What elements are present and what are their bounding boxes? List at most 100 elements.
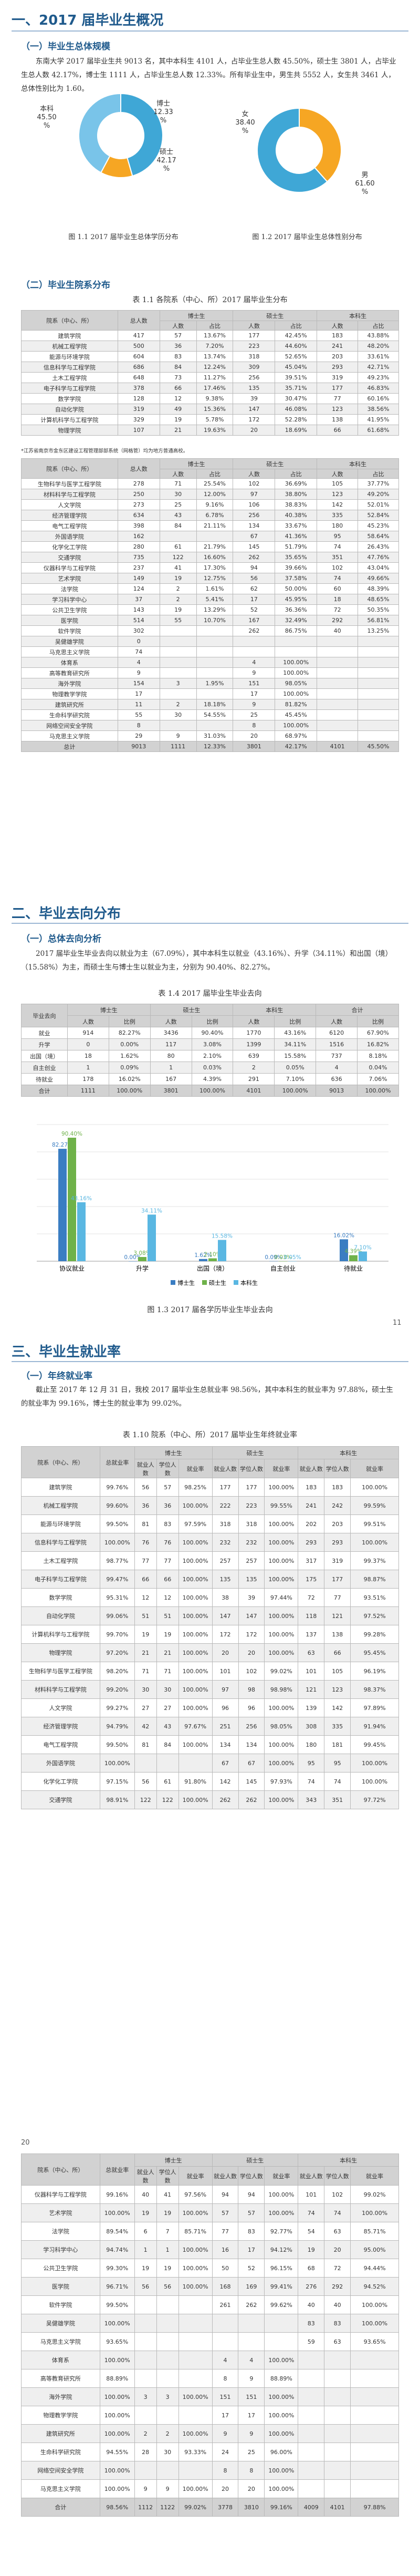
- table-cell: 293: [317, 362, 359, 373]
- table-cell: 46.08%: [275, 404, 318, 415]
- table-cell: 18: [317, 594, 359, 605]
- table-cell: 100.00%: [178, 1570, 213, 1589]
- table-cell: 100.00%: [264, 2479, 299, 2498]
- table-cell: 100.00%: [264, 2424, 299, 2443]
- fig11-caption: 图 1.1 2017 届毕业生总体学历分布: [68, 233, 178, 241]
- table-cell: 17.30%: [196, 562, 234, 573]
- table-row: 学习科学中心 94.74% 1 1 100.00% 16 17 94.12% 19 20 95.00…: [21, 2240, 399, 2259]
- table-cell: 13.29%: [196, 604, 234, 615]
- section1-sub1: （一）毕业生总体规模: [21, 42, 110, 52]
- table-cell: 9: [212, 2424, 239, 2443]
- table-cell: [317, 688, 359, 699]
- table-cell: [298, 2369, 325, 2388]
- table-cell: 95.00%: [350, 2240, 399, 2259]
- table-cell: 材料科学与工程学院: [21, 489, 118, 500]
- table-cell: [178, 2314, 213, 2333]
- table-row: 法学院 89.54% 6 7 85.71% 77 83 92.77% 54 63 85.71%: [21, 2222, 399, 2241]
- table-cell: 686: [117, 362, 160, 373]
- table-cell: 105: [317, 478, 359, 489]
- table-cell: [178, 2369, 213, 2388]
- table-cell: 134: [212, 1735, 239, 1754]
- table-row: 材料科学与工程学院 250 30 12.00% 97 38.80% 123 49.20%: [21, 489, 399, 500]
- table-cell: 335: [317, 510, 359, 521]
- table-cell: 77: [317, 393, 359, 404]
- table-cell: 45.45%: [275, 709, 318, 720]
- table-cell: 57: [156, 1478, 179, 1497]
- table-cell: 升学: [21, 1038, 68, 1050]
- table-cell: 123: [324, 1680, 351, 1699]
- table-cell: 96: [212, 1698, 239, 1717]
- table-cell: 639: [233, 1050, 275, 1062]
- table-cell: 4009: [298, 2498, 325, 2517]
- table-cell: 57: [159, 330, 197, 341]
- table-cell: 62: [233, 583, 276, 594]
- table-cell: 99.37%: [350, 1551, 399, 1570]
- x-tick-label-0: 协议就业: [59, 1264, 85, 1272]
- bar-label-0-1: 90.40%: [61, 1131, 82, 1137]
- th-undergrad: 本科生: [298, 2153, 399, 2167]
- table110-part2: 院系（中心、所） 总就业率 博士生 硕士生 本科生 就业人数 学位人数 就业率 …: [21, 2153, 399, 2517]
- section1-sub2: （二）毕业生院系分布: [21, 280, 110, 291]
- table-cell: [298, 2424, 325, 2443]
- table-cell: 99.02%: [178, 2498, 213, 2517]
- table-cell: 154: [117, 678, 160, 689]
- table-cell: 52: [238, 2259, 265, 2278]
- table-cell: 100.00%: [99, 2479, 135, 2498]
- section2-para1: 2017 届毕业生毕业去向以就业为主（67.09%），其中本科生以就业（43.1…: [21, 950, 393, 972]
- table-cell: 36: [156, 1496, 179, 1515]
- legend-swatch-0: [171, 1280, 175, 1285]
- th-employed: 就业人数: [134, 1459, 157, 1478]
- table-row: 仪器科学与工程学院 237 41 17.30% 94 39.66% 102 43.04%: [21, 562, 399, 573]
- table-cell: 93.65%: [99, 2332, 135, 2351]
- th-master: 硕士生: [233, 310, 318, 321]
- table-cell: 33.67%: [275, 520, 318, 531]
- table-cell: 30: [159, 709, 197, 720]
- table-cell: 97.44%: [264, 1588, 299, 1607]
- table-cell: 293: [324, 1533, 351, 1552]
- table-cell: [324, 2387, 351, 2406]
- table-cell: 147: [233, 404, 276, 415]
- th-dept: 院系（中心、所）: [21, 310, 118, 331]
- table-row: 公共卫生学院 99.30% 19 19 100.00% 50 52 96.15% 68 72 94.…: [21, 2259, 399, 2278]
- table-row: 生命科学研究院 55 30 54.55% 25 45.45%: [21, 709, 399, 720]
- table-cell: 交通学院: [21, 552, 118, 563]
- table-cell: 土木工程学院: [21, 372, 118, 383]
- table-cell: 25: [238, 2443, 265, 2461]
- table-cell: 2: [159, 583, 197, 594]
- table-cell: 物理教学学院: [21, 2406, 100, 2425]
- table-cell: 2: [159, 594, 197, 605]
- table-cell: 261: [212, 2295, 239, 2314]
- bar-2-1: [208, 1258, 217, 1261]
- table-cell: 16.60%: [196, 552, 234, 563]
- table-cell: [350, 2351, 399, 2369]
- table-cell: 公共卫生学院: [21, 2259, 100, 2278]
- table-cell: 1.61%: [196, 583, 234, 594]
- th-count: 人数: [233, 469, 276, 479]
- table-cell: 100.00%: [178, 2479, 213, 2498]
- table-total-row: 合计 1111 100.00% 3801 100.00% 4101 100.00% 9013 1…: [21, 1085, 399, 1097]
- table-cell: 309: [233, 362, 276, 373]
- table-cell: 法学院: [21, 2222, 100, 2241]
- table-cell: 56: [134, 1478, 157, 1497]
- bar-4-1: [349, 1255, 358, 1261]
- table-cell: 8: [117, 720, 160, 731]
- table-cell: 51.79%: [275, 541, 318, 552]
- table-cell: 223: [233, 341, 276, 352]
- bar-4-0: [340, 1239, 348, 1261]
- table-cell: 7.06%: [357, 1073, 399, 1085]
- table-cell: 5.78%: [196, 414, 234, 425]
- table-cell: 100.00%: [178, 2277, 213, 2296]
- table-cell: [358, 646, 399, 657]
- table-cell: 艺术学院: [21, 573, 118, 584]
- table-cell: 30.47%: [275, 393, 318, 404]
- table-cell: 147: [238, 1606, 265, 1625]
- table-cell: 93.33%: [178, 2443, 213, 2461]
- th-phd: 博士生: [134, 1446, 213, 1459]
- table-cell: 95.45%: [350, 1643, 399, 1662]
- table-cell: 102: [317, 562, 359, 573]
- table-cell: 2.10%: [191, 1050, 234, 1062]
- table-cell: 100.00%: [350, 2295, 399, 2314]
- table-cell: 8: [212, 2369, 239, 2388]
- table-row: 学习科学中心 37 2 5.41% 17 45.95% 18 48.65%: [21, 594, 399, 605]
- table-cell: 52.84%: [358, 510, 399, 521]
